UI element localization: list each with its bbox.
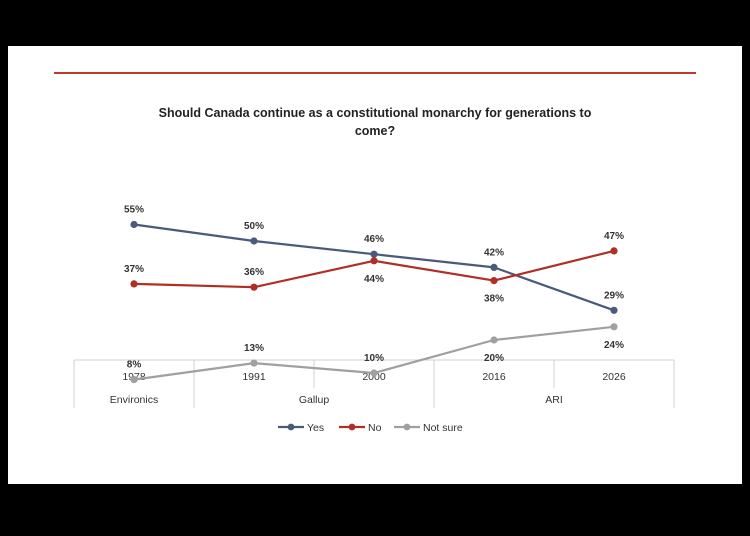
data-point-no <box>610 247 618 255</box>
data-label-no: 38% <box>484 294 504 305</box>
data-point-not_sure <box>130 376 138 384</box>
source-label: Gallup <box>299 394 330 406</box>
legend-label-no: No <box>368 422 382 434</box>
category-label: 2000 <box>362 371 386 383</box>
data-label-yes: 55% <box>124 205 144 216</box>
data-labels: 55% 50% 46% 42% 29% 37% 36% 44% 38% 47% 8% 13% 10% 20… <box>124 205 624 371</box>
data-label-yes: 29% <box>604 290 624 301</box>
data-label-not_sure: 13% <box>244 343 264 354</box>
legend-marker-no <box>348 423 356 431</box>
chart-title-line-2: come? <box>355 124 395 138</box>
data-label-no: 44% <box>364 274 384 285</box>
data-label-not_sure: 24% <box>604 340 624 351</box>
data-point-not_sure <box>250 359 258 367</box>
data-label-no: 37% <box>124 264 144 275</box>
data-label-not_sure: 8% <box>127 360 142 371</box>
data-point-yes <box>370 250 378 258</box>
chart: Should Canada continue as a constitution… <box>73 106 675 434</box>
data-point-no <box>250 283 258 291</box>
source-label: ARI <box>545 394 563 406</box>
legend-label-yes: Yes <box>307 422 324 434</box>
data-point-no <box>490 277 498 285</box>
data-point-no <box>130 280 138 288</box>
legend-marker-not_sure <box>403 423 411 431</box>
chart-title-line-1: Should Canada continue as a constitution… <box>159 106 592 120</box>
data-label-yes: 42% <box>484 247 504 258</box>
data-label-no: 36% <box>244 267 264 278</box>
category-table: EnvironicsGallupARI19781991200020162026 <box>73 359 675 408</box>
data-label-yes: 50% <box>244 221 264 232</box>
data-point-yes <box>490 263 498 271</box>
category-label: 2026 <box>602 371 626 383</box>
data-point-not_sure <box>610 323 618 331</box>
legend: Yes No Not sure <box>278 422 463 434</box>
data-point-yes <box>610 306 618 314</box>
data-point-yes <box>130 220 138 229</box>
data-point-yes <box>250 237 258 245</box>
data-point-not_sure <box>370 369 378 377</box>
slide: Should Canada continue as a constitution… <box>8 46 742 484</box>
legend-marker-yes <box>287 423 295 431</box>
legend-label-not_sure: Not sure <box>423 422 463 434</box>
source-label: Environics <box>110 394 158 406</box>
category-label: 2016 <box>482 371 506 383</box>
category-label: 1991 <box>242 371 266 383</box>
top-rule <box>54 72 696 74</box>
data-label-no: 47% <box>604 231 624 242</box>
data-point-no <box>370 257 378 265</box>
data-label-not_sure: 10% <box>364 353 384 364</box>
data-label-yes: 46% <box>364 234 384 245</box>
data-point-not_sure <box>490 336 498 344</box>
data-label-not_sure: 20% <box>484 353 504 364</box>
series-lines <box>130 220 618 384</box>
